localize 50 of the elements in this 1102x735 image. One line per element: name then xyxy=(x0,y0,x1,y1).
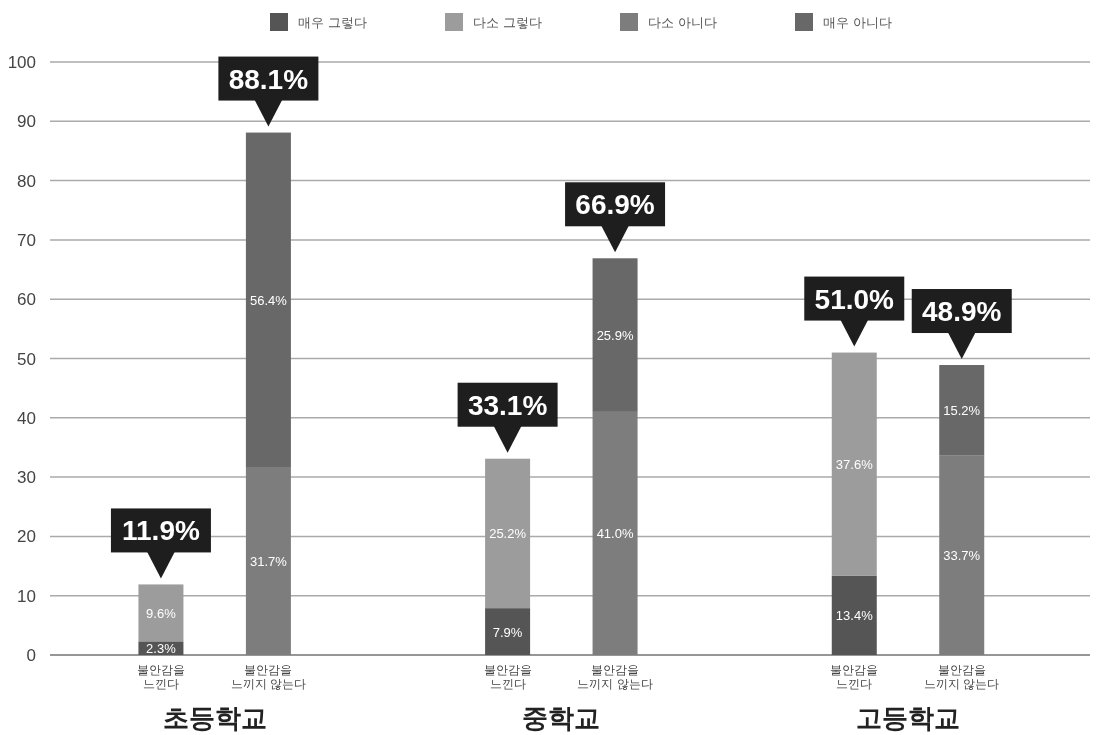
legend-label: 다소 그렇다 xyxy=(473,15,542,30)
y-tick-label: 0 xyxy=(26,646,36,665)
bar xyxy=(592,258,638,412)
total-label: 48.9% xyxy=(922,296,1002,328)
x-tick-label: 불안감을 느낀다 xyxy=(136,663,185,691)
x-tick-label: 불안감을 느끼지 않는다 xyxy=(577,663,653,691)
x-tick-label: 불안감을 느끼지 않는다 xyxy=(230,663,307,691)
y-tick-label: 60 xyxy=(17,290,36,310)
text: 중학교 xyxy=(522,703,601,733)
y-tick-label: 50 xyxy=(17,349,36,369)
legend-label: 매우 아니다 xyxy=(823,15,892,30)
bar xyxy=(831,352,877,576)
total-label: 88.1% xyxy=(228,63,309,95)
data-label: 56.4% xyxy=(249,292,288,308)
data-label: 7.9% xyxy=(492,624,523,640)
bar xyxy=(245,132,291,468)
data-label: 25.2% xyxy=(489,526,527,542)
y-tick-label: 80 xyxy=(17,171,36,191)
x-tick-label: 불안감을 느낀다 xyxy=(830,663,879,691)
bar xyxy=(485,458,531,609)
text: 초등학교 xyxy=(162,703,267,733)
y-tick-label: 30 xyxy=(17,468,36,488)
data-label: 13.4% xyxy=(835,608,874,624)
bar xyxy=(939,365,985,456)
total-label: 51.0% xyxy=(814,283,895,315)
bar xyxy=(831,575,877,655)
data-label: 25.9% xyxy=(596,328,634,344)
total-label: 11.9% xyxy=(122,515,200,547)
data-label: 15.2% xyxy=(943,403,981,419)
x-tick-label: 불안감을 느낀다 xyxy=(483,663,532,691)
y-tick-label: 100 xyxy=(7,53,36,72)
legend-label: 매우 그렇다 xyxy=(298,15,367,30)
y-tick-label: 20 xyxy=(17,527,36,547)
data-label: 37.6% xyxy=(835,457,874,473)
y-tick-label: 90 xyxy=(17,112,36,132)
y-tick-label: 70 xyxy=(17,230,36,250)
y-tick-label: 10 xyxy=(17,586,36,606)
total-label: 33.1% xyxy=(467,389,548,421)
data-label: 9.6% xyxy=(146,605,177,621)
y-tick-label: 40 xyxy=(17,408,36,428)
data-label: 2.3% xyxy=(146,641,177,657)
bar xyxy=(485,608,531,655)
bar xyxy=(138,584,184,642)
data-label: 33.7% xyxy=(943,548,981,564)
text: 고등학교 xyxy=(856,703,960,733)
data-label: 41.0% xyxy=(596,526,634,542)
legend-label: 다소 아니다 xyxy=(648,15,717,30)
data-label: 31.7% xyxy=(249,554,288,570)
total-label: 66.9% xyxy=(575,189,655,221)
x-tick-label: 불안감을 느끼지 않는다 xyxy=(924,663,1000,691)
